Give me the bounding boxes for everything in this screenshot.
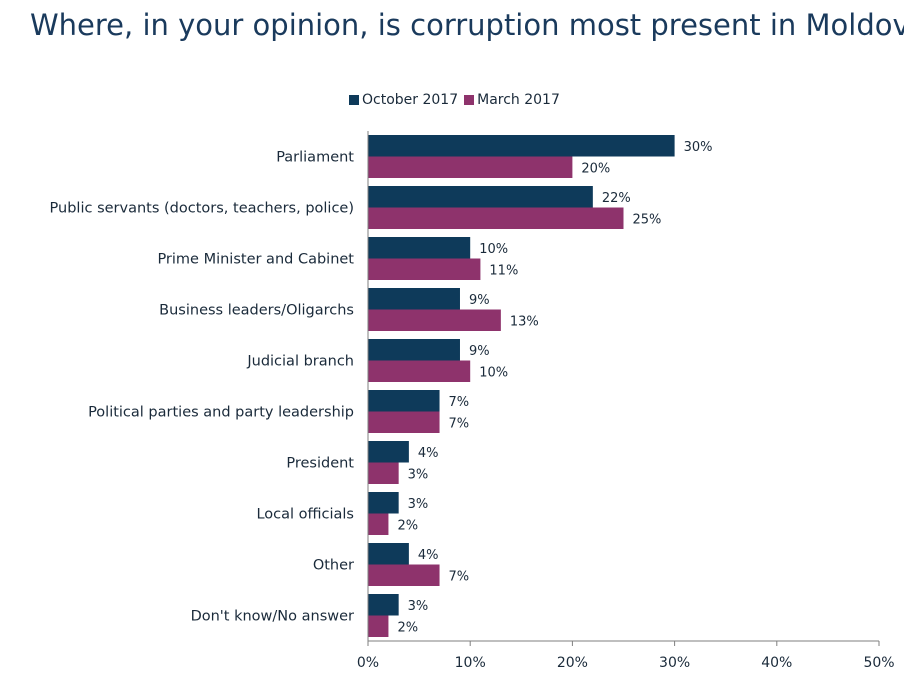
legend-swatch-october <box>349 95 359 105</box>
bar-october <box>368 543 409 565</box>
category-label: Local officials <box>256 507 354 523</box>
bar-october <box>368 492 399 514</box>
bar-october <box>368 441 409 463</box>
bar-march <box>368 564 440 586</box>
data-label: 4% <box>418 548 439 563</box>
bar-march <box>368 462 399 484</box>
x-tick-label: 10% <box>455 655 486 671</box>
bar-march <box>368 258 481 280</box>
data-label: 13% <box>510 314 539 329</box>
x-tick-label: 20% <box>557 655 588 671</box>
data-label: 4% <box>418 446 439 461</box>
category-label: Other <box>313 558 354 574</box>
data-label: 2% <box>397 620 418 635</box>
data-label: 7% <box>449 569 470 584</box>
bar-october <box>368 390 440 412</box>
category-label: Don't know/No answer <box>191 609 354 625</box>
category-label: Business leaders/Oligarchs <box>159 303 354 319</box>
legend-swatch-march <box>464 95 475 105</box>
data-label: 7% <box>449 416 470 431</box>
x-tick-label: 30% <box>659 655 690 671</box>
data-label: 10% <box>479 242 508 257</box>
legend-label-march: March 2017 <box>477 92 560 108</box>
category-label: Prime Minister and Cabinet <box>157 252 354 268</box>
data-label: 25% <box>633 212 662 227</box>
bar-october <box>368 237 471 259</box>
chart-legend: October 2017 March 2017 <box>349 92 566 108</box>
category-label: Parliament <box>276 150 354 166</box>
bar-october <box>368 594 399 616</box>
bar-march <box>368 207 624 229</box>
category-label: President <box>286 456 354 472</box>
bar-march <box>368 411 440 433</box>
x-tick-label: 40% <box>761 655 792 671</box>
data-label: 20% <box>581 161 610 176</box>
x-tick-label: 50% <box>863 655 894 671</box>
data-label: 10% <box>479 365 508 380</box>
data-label: 22% <box>602 191 631 206</box>
x-tick-label: 0% <box>357 655 379 671</box>
bar-october <box>368 339 460 361</box>
legend-item-march: March 2017 <box>464 92 560 108</box>
legend-item-october: October 2017 <box>349 92 458 108</box>
bar-october <box>368 186 593 208</box>
bar-march <box>368 156 573 178</box>
category-label: Public servants (doctors, teachers, poli… <box>50 201 354 217</box>
bar-october <box>368 135 675 157</box>
chart-title: Where, in your opinion, is corruption mo… <box>30 8 904 42</box>
data-label: 3% <box>408 497 429 512</box>
bar-march <box>368 513 389 535</box>
bar-march <box>368 309 501 331</box>
data-label: 7% <box>449 395 470 410</box>
category-label: Political parties and party leadership <box>88 405 354 421</box>
bar-march <box>368 360 471 382</box>
data-label: 3% <box>408 467 429 482</box>
data-label: 11% <box>489 263 518 278</box>
legend-label-october: October 2017 <box>362 92 459 108</box>
bar-october <box>368 288 460 310</box>
data-label: 2% <box>397 518 418 533</box>
bar-march <box>368 615 389 637</box>
data-label: 30% <box>684 140 713 155</box>
data-label: 3% <box>408 599 429 614</box>
category-label: Judicial branch <box>246 354 354 370</box>
data-label: 9% <box>469 344 490 359</box>
data-label: 9% <box>469 293 490 308</box>
